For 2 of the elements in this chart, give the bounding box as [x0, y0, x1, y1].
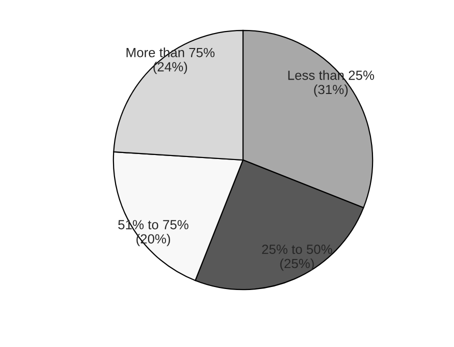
- data-label: (24%): [153, 62, 188, 74]
- data-label: (31%): [314, 84, 348, 97]
